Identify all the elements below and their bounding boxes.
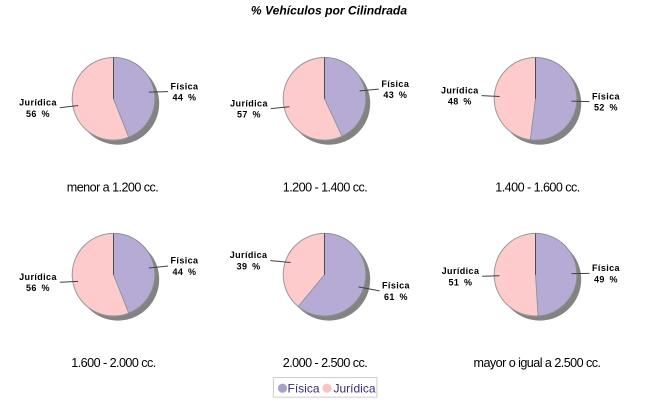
svg-text:Jurídica: Jurídica (19, 98, 57, 108)
svg-text:61 %: 61 % (384, 292, 408, 302)
svg-text:Física: Física (171, 256, 200, 266)
svg-text:menor a 1.200 cc.: menor a 1.200 cc. (67, 180, 159, 194)
svg-text:2.000 - 2.500 cc.: 2.000 - 2.500 cc. (283, 356, 368, 370)
svg-text:56 %: 56 % (26, 283, 50, 293)
svg-text:44 %: 44 % (173, 93, 197, 103)
svg-text:57 %: 57 % (237, 110, 261, 120)
svg-text:Jurídica: Jurídica (230, 250, 268, 260)
svg-text:Física: Física (171, 81, 200, 91)
svg-text:Jurídica: Jurídica (441, 85, 479, 95)
svg-text:Jurídica: Jurídica (230, 98, 268, 108)
svg-text:51 %: 51 % (449, 277, 473, 287)
svg-text:1.600 - 2.000 cc.: 1.600 - 2.000 cc. (71, 356, 156, 370)
svg-text:43 %: 43 % (383, 90, 407, 100)
svg-text:49 %: 49 % (594, 274, 618, 284)
svg-text:Física: Física (381, 79, 410, 89)
svg-text:56 %: 56 % (26, 109, 50, 119)
svg-text:39 %: 39 % (237, 262, 261, 272)
svg-text:1.200 - 1.400 cc.: 1.200 - 1.400 cc. (283, 180, 368, 194)
svg-text:44 %: 44 % (173, 267, 197, 277)
svg-text:Jurídica: Jurídica (334, 382, 376, 396)
svg-text:52 %: 52 % (594, 103, 618, 113)
svg-text:mayor o igual a 2.500 cc.: mayor o igual a 2.500 cc. (474, 356, 601, 370)
svg-text:Física: Física (592, 263, 621, 273)
svg-text:48 %: 48 % (448, 97, 472, 107)
svg-text:Jurídica: Jurídica (442, 266, 480, 276)
svg-text:Física: Física (382, 281, 411, 291)
svg-text:% Vehículos por Cilindrada: % Vehículos por Cilindrada (251, 4, 407, 18)
svg-text:Física: Física (288, 382, 320, 396)
svg-text:1.400 - 1.600 cc.: 1.400 - 1.600 cc. (495, 180, 580, 194)
svg-text:Física: Física (592, 91, 621, 101)
svg-text:Jurídica: Jurídica (19, 272, 57, 282)
